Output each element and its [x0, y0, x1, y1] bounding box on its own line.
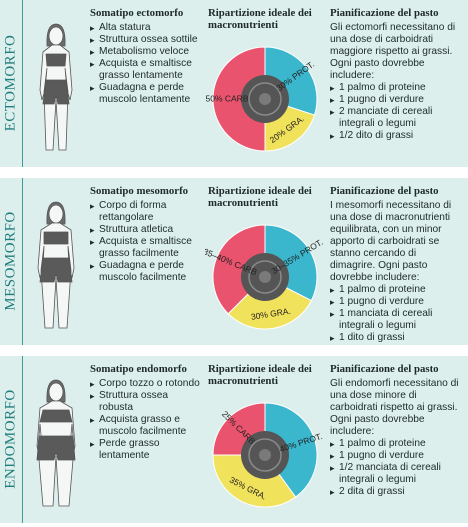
plate-ring: [248, 260, 282, 294]
meal-plan-list: 1 palmo di proteine1 pugno di verdure2 m…: [330, 82, 464, 142]
body-type-panel: ECTOMORFO Somatipo ectomorfo Alta staturaS…: [0, 0, 468, 167]
meal-plan-text: Gli ectomorfi necessitano di una dose di…: [330, 21, 456, 81]
body-type-title: Somatipo mesomorfo: [90, 185, 189, 197]
body-type-bullet: Guadagna e perde muscolo facilmente: [90, 260, 204, 284]
body-type-panel: MESOMORFO Somatipo mesomorfo Corpo di form…: [0, 178, 468, 345]
macro-title: Ripartizione ideale dei macronutrienti: [208, 7, 312, 31]
meal-plan-column: Pianificazione del pasto I mesomorfi nece…: [330, 185, 464, 344]
side-label-text: ECTOMORFO: [2, 34, 19, 132]
plate-ring: [248, 438, 282, 472]
top: [39, 409, 73, 423]
pie-wedge: [212, 46, 266, 152]
meal-plan-list: 1 palmo di proteine1 pugno di verdure1/2…: [330, 438, 464, 498]
meal-plan-bullet: 1 palmo di proteine: [330, 82, 464, 94]
body-type-column: Somatipo endomorfo Corpo tozzo o rotondoS…: [90, 363, 204, 462]
pie-wedge: [264, 402, 318, 498]
body-type-bullet: Acquista e smaltisce grasso lentamente: [90, 58, 204, 82]
figure-group: [39, 23, 73, 151]
meal-plan-bullet: 1 pugno di verdure: [330, 94, 464, 106]
head: [48, 204, 64, 224]
side-label-text: MESOMORFO: [2, 211, 19, 311]
meal-plan-bullet: 1 pugno di verdure: [330, 296, 464, 308]
body-type-panel: ENDOMORFO Somatipo endomorfo Corpo tozzo o…: [0, 356, 468, 523]
shorts: [36, 435, 76, 461]
pie-wedge: [227, 276, 313, 330]
macro-title: Ripartizione ideale dei macronutrienti: [208, 363, 312, 387]
body-type-list: Corpo di forma rettangolareStruttura atl…: [90, 200, 204, 284]
meal-plan-bullet: 1 manciata di cereali integrali o legumi: [330, 308, 464, 332]
body-type-title: Somatipo ectomorfo: [90, 7, 184, 19]
macro-title: Ripartizione ideale dei macronutrienti: [208, 185, 312, 209]
macro-pie: 30% PROT.20% GRA.50% CARB: [206, 46, 318, 152]
body-type-title: Somatipo endomorfo: [90, 363, 187, 375]
shorts: [42, 79, 70, 105]
body-type-bullet: Perde grasso lentamente: [90, 438, 204, 462]
macro-column: Ripartizione ideale dei macronutrienti: [208, 185, 326, 211]
figure-group: [37, 201, 75, 329]
meal-plan-title: Pianificazione del pasto: [330, 363, 439, 375]
body-type-bullet: Struttura ossea robusta: [90, 390, 204, 414]
shorts: [39, 257, 73, 283]
figure-group: [36, 379, 76, 507]
body-type-list: Alta staturaStruttura ossea sottileMetab…: [90, 22, 204, 106]
plate-center: [259, 449, 271, 461]
pie-wedge: [212, 224, 266, 315]
meal-plan-bullet: 2 manciate di cereali integrali o legumi: [330, 106, 464, 130]
macro-column: Ripartizione ideale dei macronutrienti: [208, 363, 326, 389]
body-figure: [37, 201, 75, 329]
macro-column: Ripartizione ideale dei macronutrienti: [208, 7, 326, 33]
meal-plan-bullet: 1/2 manciata di cereali integrali o legu…: [330, 462, 464, 486]
meal-plan-list: 1 palmo di proteine1 pugno di verdure1 m…: [330, 284, 464, 344]
body-type-column: Somatipo mesomorfo Corpo di forma rettang…: [90, 185, 204, 284]
meal-plan-bullet: 2 dita di grassi: [330, 486, 464, 498]
meal-plan-column: Pianificazione del pasto Gli ectomorfi ne…: [330, 7, 464, 142]
macro-pie: 40% PROT.35% GRA.25% CARB: [212, 402, 324, 508]
plate-ring: [248, 82, 282, 116]
side-label: ECTOMORFO: [0, 0, 23, 167]
body-type-bullet: Guadagna e perde muscolo lentamente: [90, 82, 204, 106]
meal-plan-text: Gli endomorfi necessitano di una dose mi…: [330, 377, 459, 437]
body-type-list: Corpo tozzo o rotondoStruttura ossea rob…: [90, 378, 204, 462]
top: [45, 53, 67, 67]
plate-center: [259, 271, 271, 283]
body-type-column: Somatipo ectomorfo Alta staturaStruttura …: [90, 7, 204, 106]
meal-plan-column: Pianificazione del pasto Gli endomorfi ne…: [330, 363, 464, 498]
body-type-bullet: Struttura ossea sottile: [90, 34, 204, 46]
body-type-bullet: Acquista grasso e muscolo facilmente: [90, 414, 204, 438]
head: [48, 26, 64, 46]
meal-plan-title: Pianificazione del pasto: [330, 7, 439, 19]
side-label: ENDOMORFO: [0, 356, 23, 523]
pie-wedge: [212, 454, 297, 508]
body-type-bullet: Corpo tozzo o rotondo: [90, 378, 204, 390]
pie-label: 50% CARB: [206, 93, 249, 103]
side-label-text: ENDOMORFO: [2, 389, 19, 489]
head: [48, 382, 64, 402]
body-type-bullet: Acquista e smaltisce grasso facilmente: [90, 236, 204, 260]
body-type-bullet: Alta statura: [90, 22, 204, 34]
body-figure: [39, 23, 73, 151]
side-label: MESOMORFO: [0, 178, 23, 345]
macro-pie: 30–35% PROT.30% GRA.35–40% CARB: [205, 224, 325, 330]
body-type-bullet: Metabolismo veloce: [90, 46, 204, 58]
meal-plan-bullet: 1 palmo di proteine: [330, 438, 464, 450]
meal-plan-bullet: 1 dito di grassi: [330, 332, 464, 344]
body-figure: [36, 379, 76, 507]
meal-plan-text: I mesomorfi necessitano di una dose di m…: [330, 199, 452, 283]
body-type-bullet: Struttura atletica: [90, 224, 204, 236]
meal-plan-bullet: 1 palmo di proteine: [330, 284, 464, 296]
meal-plan-bullet: 1/2 dito di grassi: [330, 130, 464, 142]
meal-plan-bullet: 1 pugno di verdure: [330, 450, 464, 462]
plate-center: [259, 93, 271, 105]
top: [43, 231, 69, 245]
meal-plan-title: Pianificazione del pasto: [330, 185, 439, 197]
body-type-bullet: Corpo di forma rettangolare: [90, 200, 204, 224]
